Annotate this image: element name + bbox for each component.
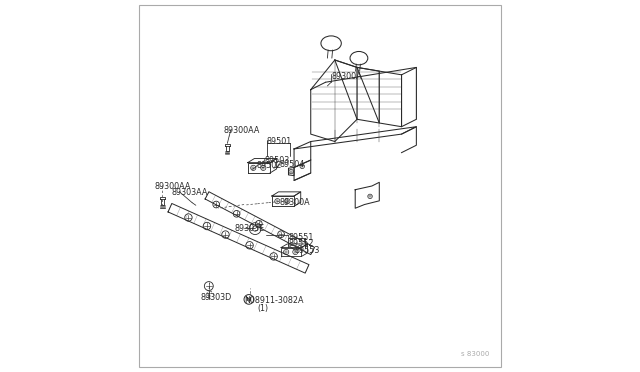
Text: 89501: 89501 xyxy=(266,137,291,146)
Text: N: N xyxy=(245,297,251,302)
Text: N08911-3082A: N08911-3082A xyxy=(244,296,303,305)
Text: (1): (1) xyxy=(257,304,268,313)
Text: 89503: 89503 xyxy=(264,155,290,164)
Text: 89502: 89502 xyxy=(257,161,282,170)
Text: 89300A: 89300A xyxy=(279,198,310,207)
Text: 89553: 89553 xyxy=(294,246,319,255)
Text: s 83000: s 83000 xyxy=(461,351,490,357)
Text: 89300AA: 89300AA xyxy=(154,182,191,190)
Text: 89552: 89552 xyxy=(289,239,314,248)
Text: 89300AA: 89300AA xyxy=(223,126,260,135)
Text: 89303D: 89303D xyxy=(201,293,232,302)
Text: 89303AA: 89303AA xyxy=(172,188,208,197)
Text: 89300A: 89300A xyxy=(331,72,362,81)
Text: 89303E: 89303E xyxy=(235,224,265,233)
Text: 89551: 89551 xyxy=(289,233,314,243)
Text: 89504: 89504 xyxy=(279,160,305,169)
